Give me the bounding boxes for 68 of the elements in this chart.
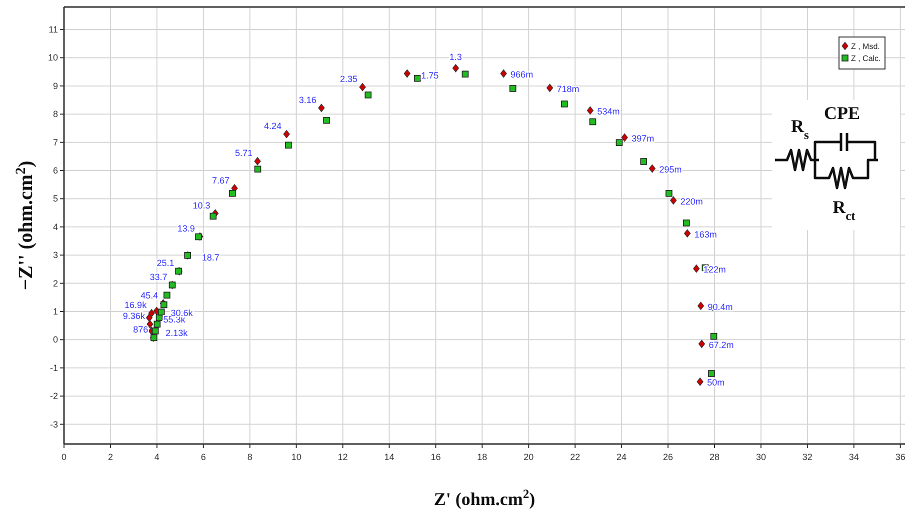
- annotation: 1.75: [421, 70, 439, 81]
- x-tick-label: 8: [247, 452, 252, 462]
- annotation: 718m: [556, 84, 580, 94]
- annotation: 876: [133, 324, 148, 335]
- annotation: 9.36k: [122, 311, 146, 322]
- y-tick-label: 1: [52, 306, 58, 316]
- annotation: 67.2m: [708, 340, 734, 350]
- annotation: CPE: [824, 103, 860, 123]
- annotation: 966m: [510, 70, 534, 80]
- x-tick-label: 26: [663, 452, 674, 462]
- annotation: 16.9k: [124, 300, 148, 310]
- y-tick-label: 5: [52, 194, 58, 204]
- legend-label: Z , Msd.: [851, 42, 880, 51]
- annotation: 33.7: [150, 272, 168, 282]
- y-tick-label: 2: [52, 278, 58, 288]
- annotation: 397m: [632, 134, 654, 144]
- y-tick-label: -1: [50, 362, 58, 373]
- y-tick-label: 10: [48, 52, 58, 63]
- x-tick-label: 20: [524, 452, 534, 462]
- annotation: 534m: [597, 106, 620, 116]
- y-tick-label: 4: [52, 222, 58, 232]
- annotation: 18.7: [202, 252, 220, 262]
- y-tick-label: 8: [52, 109, 58, 120]
- x-tick-label: 0: [61, 452, 67, 462]
- y-tick-label: -2: [50, 391, 58, 402]
- annotation: 10.3: [192, 200, 210, 210]
- y-tick-label: 3: [52, 250, 58, 260]
- x-tick-label: 10: [291, 452, 302, 462]
- annotation: 50m: [707, 378, 725, 388]
- x-tick-label: 36: [895, 452, 906, 462]
- annotation: 45.4: [140, 290, 158, 300]
- annotation: 163m: [694, 229, 717, 240]
- x-tick-label: 2: [108, 452, 113, 462]
- annotation: 2.35: [340, 74, 358, 84]
- y-tick-label: 0: [52, 334, 58, 345]
- x-tick-label: 18: [477, 452, 488, 462]
- x-tick-label: 30: [756, 452, 766, 462]
- annotation: 5.71: [234, 148, 253, 158]
- annotation: 122m: [703, 264, 726, 275]
- annotation: 220m: [680, 196, 703, 206]
- annotation: 2.13k: [166, 328, 188, 338]
- y-tick-label: -3: [50, 419, 58, 430]
- x-tick-label: 4: [154, 452, 160, 462]
- x-tick-label: 14: [384, 452, 394, 462]
- legend-label: Z , Calc.: [851, 54, 881, 63]
- annotation: R$_{s}$: [791, 116, 810, 142]
- x-tick-label: 16: [430, 452, 441, 462]
- x-tick-label: 24: [616, 452, 627, 462]
- x-tick-label: 28: [709, 452, 720, 462]
- x-axis-title: Z' (ohm.cm$^{2}$): [434, 487, 536, 509]
- annotation: 3.16: [298, 94, 316, 105]
- x-tick-label: 32: [802, 452, 812, 462]
- x-tick-label: 12: [338, 452, 348, 462]
- annotation: 13.9: [177, 223, 195, 234]
- x-tick-label: 34: [848, 452, 859, 462]
- annotation: 1.3: [449, 52, 462, 62]
- annotation: 30.6k: [170, 308, 194, 318]
- y-tick-label: 6: [52, 166, 58, 176]
- y-tick-label: 11: [48, 24, 58, 35]
- x-tick-label: 6: [200, 452, 206, 462]
- y-tick-label: 7: [52, 137, 58, 148]
- annotation: 295m: [659, 164, 682, 175]
- annotation: 25.1: [156, 258, 174, 268]
- annotation: 7.67: [212, 175, 230, 186]
- annotation: 4.24: [264, 121, 282, 132]
- x-tick-label: 22: [570, 452, 580, 462]
- annotation: R$_{ct}$: [832, 197, 856, 223]
- y-tick-label: 9: [52, 80, 58, 91]
